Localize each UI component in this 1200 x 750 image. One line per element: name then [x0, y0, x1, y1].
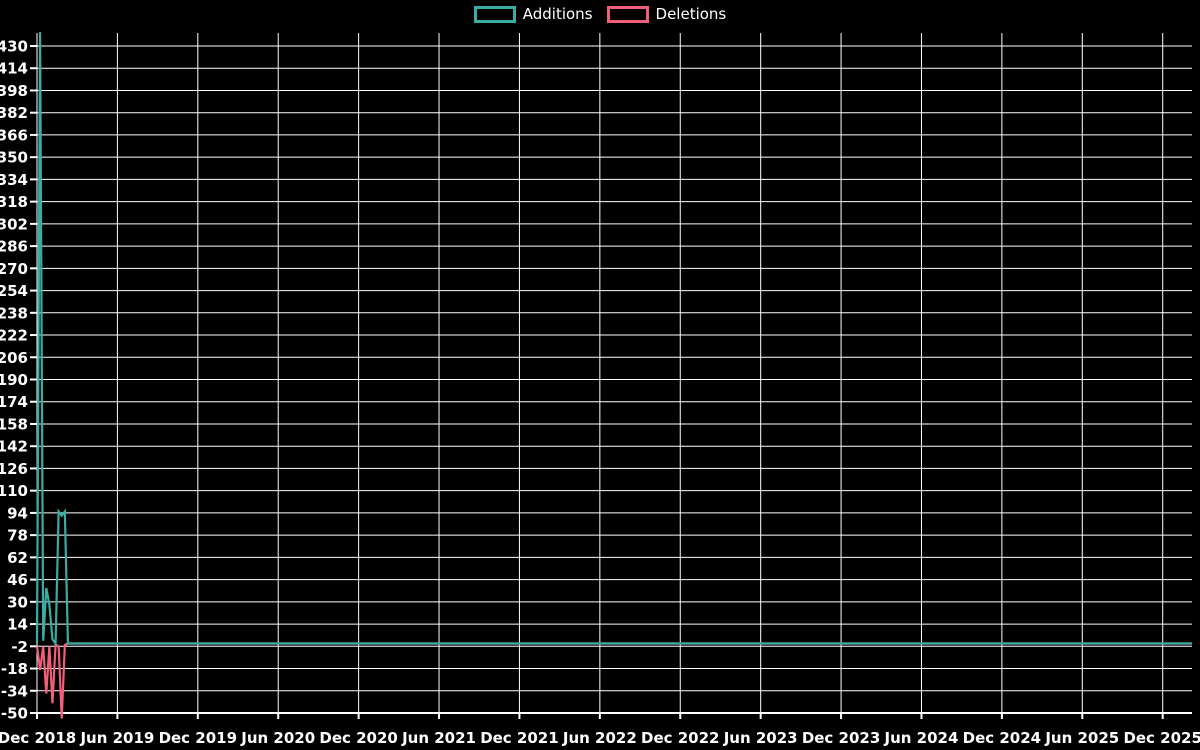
- y-tick-label: -2: [11, 638, 28, 656]
- y-tick-label: 206: [0, 349, 28, 367]
- y-tick-label: -50: [1, 705, 28, 723]
- x-tick-label: Jun 2021: [401, 729, 476, 747]
- y-tick-label: 270: [0, 260, 28, 278]
- x-tick-label: Jun 2022: [562, 729, 637, 747]
- y-tick-label: 126: [0, 460, 28, 478]
- x-tick-label: Dec 2018: [0, 729, 76, 747]
- x-tick-label: Jun 2023: [723, 729, 798, 747]
- y-tick-label: 398: [0, 82, 28, 100]
- y-tick-label: 238: [0, 304, 28, 322]
- y-tick-label: 174: [0, 393, 28, 411]
- deletions-swatch-icon: [606, 6, 649, 23]
- y-tick-label: 142: [0, 438, 28, 456]
- deletions-line: [35, 642, 1192, 719]
- y-tick-label: -18: [1, 660, 28, 678]
- y-tick-label: 190: [0, 371, 28, 389]
- y-tick-label: 158: [0, 415, 28, 433]
- y-tick-label: 318: [0, 193, 28, 211]
- x-tick-label: Jun 2025: [1044, 729, 1119, 747]
- y-tick-label: 30: [7, 593, 28, 611]
- x-tick-label: Jun 2020: [240, 729, 315, 747]
- x-tick-label: Dec 2022: [641, 729, 720, 747]
- legend-label-additions: Additions: [522, 5, 593, 23]
- y-tick-label: 430: [0, 38, 28, 56]
- legend-item-additions[interactable]: Additions: [473, 5, 593, 23]
- y-tick-label: 62: [7, 549, 28, 567]
- y-tick-label: 366: [0, 126, 28, 144]
- y-tick-label: 110: [0, 482, 28, 500]
- y-tick-label: 94: [7, 504, 28, 522]
- y-tick-label: 78: [7, 527, 28, 545]
- x-tick-label: Dec 2024: [963, 729, 1042, 747]
- x-tick-label: Jun 2019: [79, 729, 154, 747]
- legend-label-deletions: Deletions: [655, 5, 727, 23]
- x-tick-label: Dec 2021: [480, 729, 559, 747]
- y-tick-label: 14: [7, 616, 28, 634]
- y-tick-label: 334: [0, 171, 28, 189]
- chart-legend: Additions Deletions: [0, 6, 1200, 23]
- y-tick-label: 286: [0, 238, 28, 256]
- y-tick-label: 222: [0, 327, 28, 345]
- y-tick-label: -34: [1, 682, 28, 700]
- y-tick-label: 382: [0, 104, 28, 122]
- additions-swatch-icon: [473, 6, 516, 23]
- x-tick-label: Dec 2023: [802, 729, 881, 747]
- x-tick-label: Dec 2025: [1123, 729, 1200, 747]
- y-tick-label: 414: [0, 60, 28, 78]
- x-tick-label: Dec 2020: [319, 729, 398, 747]
- y-tick-label: 350: [0, 149, 28, 167]
- x-tick-label: Dec 2019: [159, 729, 238, 747]
- y-tick-label: 46: [7, 571, 28, 589]
- legend-item-deletions[interactable]: Deletions: [606, 5, 727, 23]
- y-tick-label: 254: [0, 282, 28, 300]
- y-tick-label: 302: [0, 215, 28, 233]
- additions-line: [35, 32, 1192, 647]
- x-tick-label: Jun 2024: [884, 729, 959, 747]
